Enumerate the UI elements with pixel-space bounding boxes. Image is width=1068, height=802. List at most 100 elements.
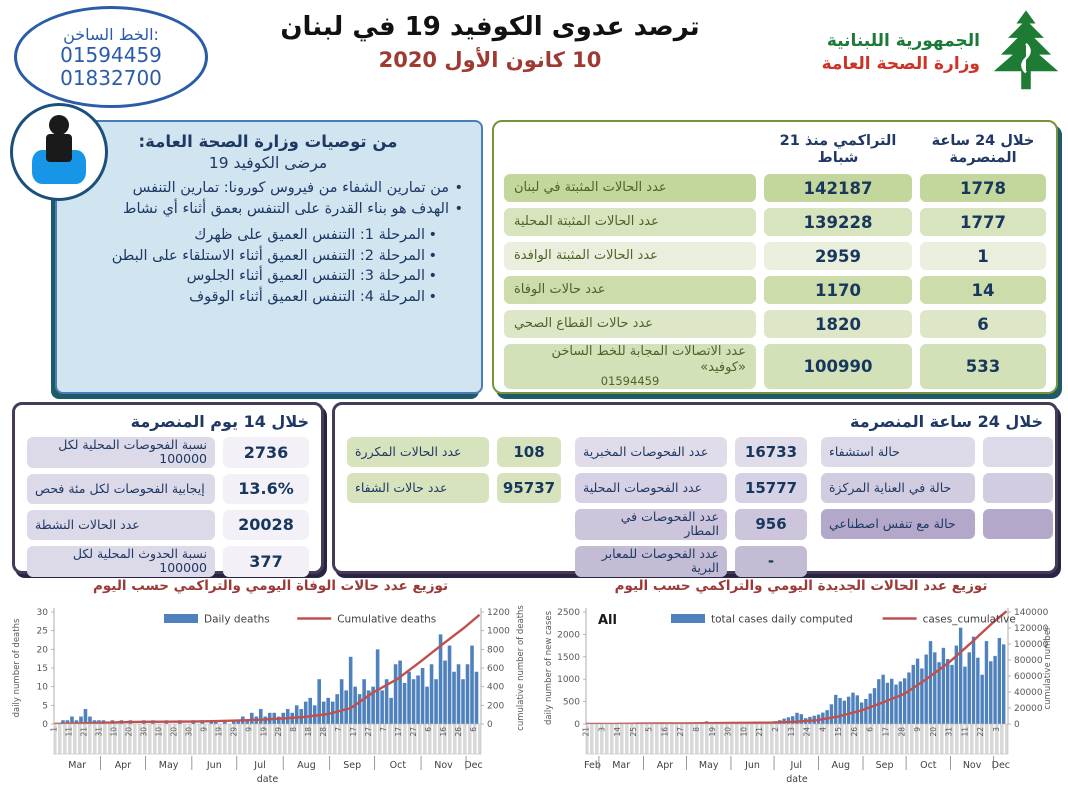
svg-text:2000: 2000 — [557, 630, 580, 640]
stat-value: 2736 — [223, 437, 309, 468]
svg-text:0: 0 — [487, 720, 493, 730]
stat-row: نسبة الفحوصات المحلية لكل 100000 2736 — [27, 437, 309, 468]
stat-label: عدد الفحوصات المحلية — [575, 473, 727, 503]
page-title: ترصد عدوى الكوفيد 19 في لبنان — [270, 12, 710, 42]
svg-text:9: 9 — [913, 727, 922, 732]
svg-text:Jul: Jul — [253, 760, 265, 771]
hotline-bubble: الخط الساخن: 01594459 01832700 — [14, 6, 208, 108]
cumulative-line-series — [54, 615, 480, 724]
stat-value: 956 — [735, 509, 807, 540]
column-header-cumulative: التراكمي منذ 21 شباط — [764, 130, 912, 170]
last24-box: خلال 24 ساعة المنصرمة عدد الحالات المكرر… — [332, 402, 1058, 574]
row-label-text: عدد حالات الوفاة — [514, 282, 606, 298]
svg-text:Cumulative deaths: Cumulative deaths — [337, 614, 436, 626]
svg-text:31: 31 — [94, 727, 103, 737]
svg-text:9: 9 — [244, 727, 253, 732]
svg-text:Aug: Aug — [831, 760, 850, 771]
svg-text:29: 29 — [274, 727, 283, 737]
stat-label: عدد الفحوصات في المطار — [575, 509, 727, 540]
recommendations-bullets: من تمارين الشفاء من فيروس كورونا: تمارين… — [71, 178, 465, 219]
svg-text:20000: 20000 — [1014, 704, 1043, 714]
svg-text:Feb: Feb — [584, 760, 601, 771]
stat-value — [983, 473, 1053, 503]
report-header: ترصد عدوى الكوفيد 19 في لبنان 10 كانون ا… — [270, 12, 710, 72]
svg-text:5: 5 — [42, 701, 48, 711]
row-label: عدد الحالات المثبتة المحلية — [504, 208, 756, 236]
svg-text:10: 10 — [739, 727, 748, 737]
svg-text:7: 7 — [379, 727, 388, 732]
stat-value: 108 — [497, 437, 561, 467]
svg-text:Oct: Oct — [920, 760, 937, 771]
svg-text:31: 31 — [945, 727, 954, 737]
last24-value: 14 — [920, 276, 1046, 304]
deaths-chart-title: توزيع عدد حالات الوفاة اليومي والتراكمي … — [8, 578, 533, 598]
stat-label: نسبة الفحوصات المحلية لكل 100000 — [27, 437, 215, 468]
svg-text:19: 19 — [214, 727, 223, 737]
row-label: عدد الحالات المثبتة الوافدة — [504, 242, 756, 270]
svg-text:2500: 2500 — [557, 608, 580, 618]
svg-text:Daily deaths: Daily deaths — [204, 614, 270, 626]
stat-label: عدد الفحوصات للمعابر البرية — [575, 546, 727, 577]
recommendation-stage: المرحلة 3: التنفس العميق أثناء الجلوس — [71, 266, 439, 287]
stat-value: 16733 — [735, 437, 807, 467]
svg-text:17: 17 — [394, 727, 403, 737]
svg-text:May: May — [699, 760, 719, 771]
stat-label: عدد حالات الشفاء — [347, 473, 489, 503]
svg-text:10: 10 — [154, 727, 163, 737]
svg-text:Apr: Apr — [115, 760, 132, 771]
care-row: حالة مع تنفس اصطناعي — [821, 509, 1053, 539]
stat-value: 20028 — [223, 510, 309, 540]
row-label: عدد حالات القطاع الصحي — [504, 310, 756, 338]
last24-value: 1778 — [920, 174, 1046, 202]
svg-text:25: 25 — [629, 727, 638, 737]
svg-text:1200: 1200 — [487, 608, 510, 618]
svg-text:21: 21 — [755, 727, 764, 737]
svg-text:500: 500 — [563, 698, 580, 708]
stat-value: - — [735, 546, 807, 577]
svg-text:May: May — [159, 760, 179, 771]
row-label-text: عدد حالات القطاع الصحي — [514, 316, 653, 332]
hotline-number-1: 01594459 — [60, 44, 162, 67]
row-label-text: عدد الحالات المثبتة الوافدة — [514, 248, 658, 264]
svg-text:26: 26 — [454, 727, 463, 737]
cases-chart: توزيع عدد الحالات الجديدة اليومي والتراك… — [540, 578, 1062, 802]
svg-text:1000: 1000 — [487, 627, 510, 637]
svg-text:80000: 80000 — [1014, 656, 1043, 666]
report-date: 10 كانون الأول 2020 — [270, 48, 710, 72]
svg-text:19: 19 — [259, 727, 268, 737]
svg-text:27: 27 — [409, 727, 418, 737]
svg-text:Mar: Mar — [68, 760, 86, 771]
svg-text:Jun: Jun — [744, 760, 760, 771]
stat-label: إيجابية الفحوصات لكل مئة فحص — [27, 474, 215, 504]
svg-text:140000: 140000 — [1014, 608, 1049, 618]
svg-text:0: 0 — [1014, 720, 1020, 730]
svg-text:3: 3 — [992, 727, 1001, 732]
svg-text:28: 28 — [897, 727, 906, 737]
person-icon-body — [46, 134, 72, 162]
person-icon — [10, 103, 108, 201]
column-header-last24: خلال 24 ساعة المنصرمة — [920, 130, 1046, 170]
svg-text:800: 800 — [487, 645, 504, 655]
ministry-name-line2: وزارة الصحة العامة — [822, 53, 980, 76]
row-label: عدد الاتصالات المجابة للخط الساخن «كوفيد… — [504, 344, 756, 389]
svg-text:0: 0 — [42, 720, 48, 730]
svg-text:30: 30 — [37, 608, 49, 618]
recommendations-stages: المرحلة 1: التنفس العميق على ظهركالمرحلة… — [71, 225, 465, 307]
svg-text:30: 30 — [139, 727, 148, 737]
svg-text:200: 200 — [487, 701, 504, 711]
svg-text:Sep: Sep — [876, 760, 894, 771]
summary-table-header: التراكمي منذ 21 شباط خلال 24 ساعة المنصر… — [504, 130, 1046, 170]
svg-text:30: 30 — [184, 727, 193, 737]
svg-text:cases_cumulative: cases_cumulative — [923, 614, 1016, 626]
cumulative-value: 1820 — [764, 310, 912, 338]
svg-text:daily number of deaths: daily number of deaths — [12, 618, 22, 717]
